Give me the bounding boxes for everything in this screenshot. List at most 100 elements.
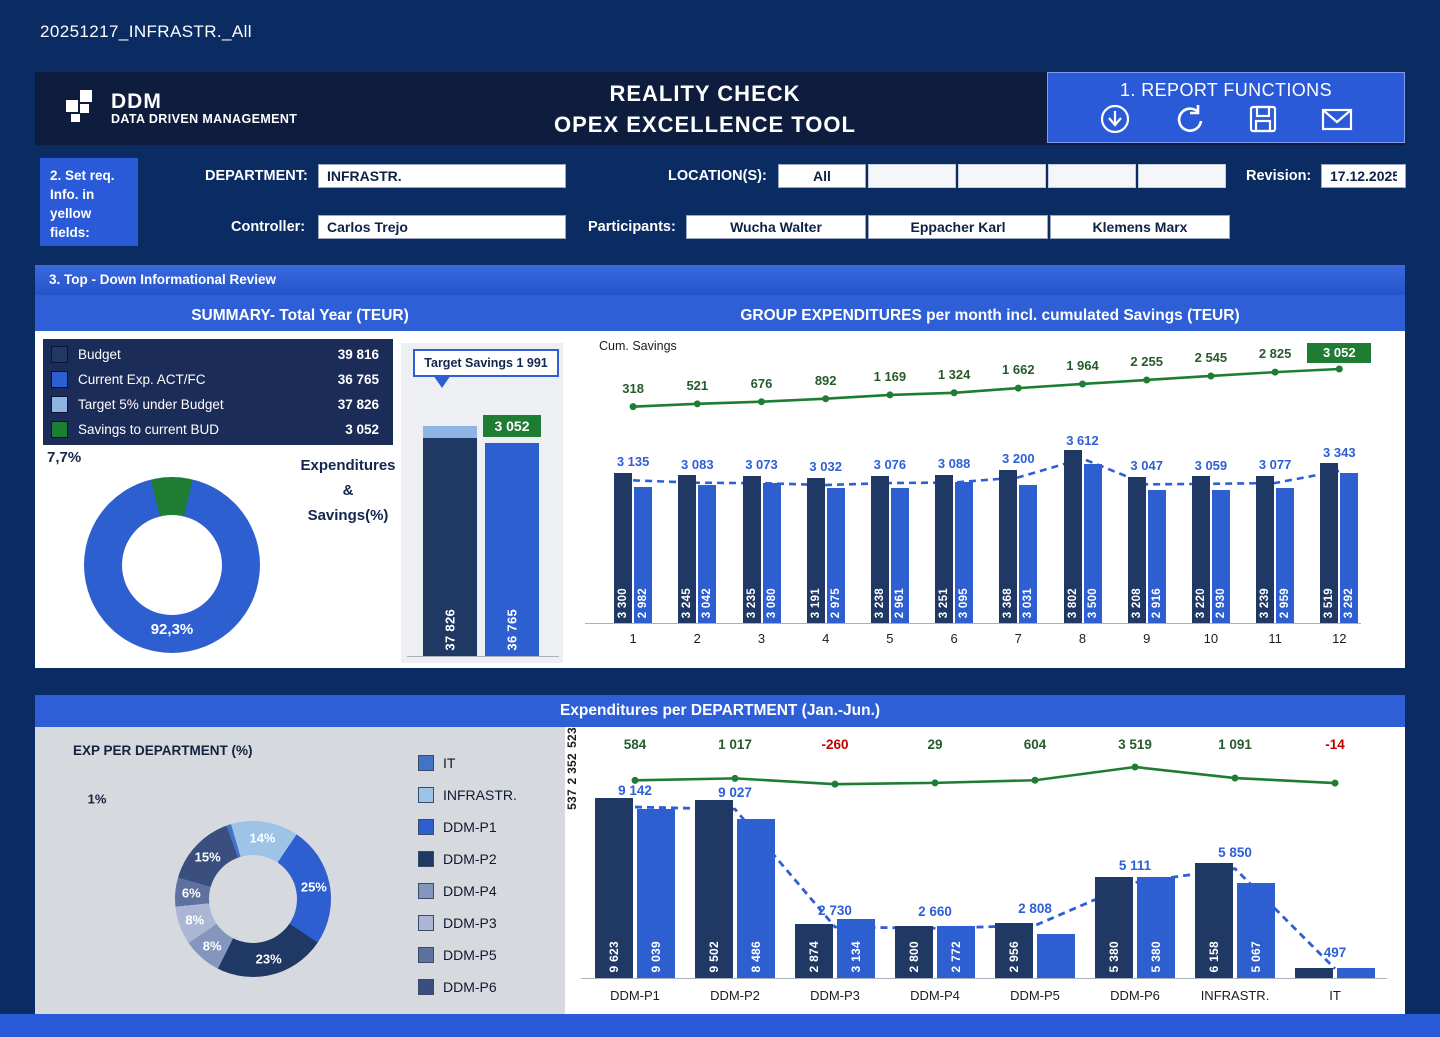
- bar-segment: 37 826: [423, 426, 477, 656]
- bar-segment: 6 158: [1195, 863, 1233, 978]
- logo-subtitle: DATA DRIVEN MANAGEMENT: [111, 111, 298, 126]
- email-button[interactable]: [1317, 103, 1357, 139]
- save-icon: [1246, 102, 1280, 141]
- chart-lines: [629, 365, 1343, 487]
- target-value-label: 3 076: [873, 457, 907, 473]
- participant-field-1[interactable]: [686, 215, 866, 239]
- target-savings-callout-pointer: [433, 375, 451, 397]
- bar-value-label: 3 208: [1130, 587, 1143, 618]
- bar-value-label: 2 982: [637, 587, 650, 618]
- bar-value-label: 3 095: [958, 587, 971, 618]
- controller-field[interactable]: [318, 215, 566, 239]
- location-field-5[interactable]: [1138, 164, 1226, 188]
- bar-value-label: 3 251: [938, 587, 951, 618]
- month-axis-label: 2: [693, 631, 701, 646]
- summary-row-label: Savings to current BUD: [78, 422, 220, 437]
- expenditures-percent-label: 92,3%: [150, 621, 194, 638]
- pie-percent-label: 8%: [202, 938, 222, 954]
- cum-savings-value-label: 521: [686, 377, 709, 393]
- bar-segment: 3 251: [935, 475, 954, 623]
- participant-field-3[interactable]: [1050, 215, 1230, 239]
- delta-value-label: -260: [821, 737, 849, 752]
- bar-value-label: 5 067: [1249, 941, 1263, 973]
- department-field[interactable]: [318, 164, 566, 188]
- revision-label: Revision:: [1246, 168, 1312, 184]
- cum-savings-value-label: 2 255: [1130, 353, 1163, 369]
- location-field-2[interactable]: [868, 164, 956, 188]
- bar-segment: 9 623: [595, 798, 633, 978]
- donut-hole: [209, 855, 297, 943]
- cum-savings-value-label: 2 825: [1258, 346, 1292, 362]
- app-title-line2: OPEX EXCELLENCE TOOL: [554, 112, 856, 137]
- delta-value-label: 3 519: [1118, 737, 1152, 752]
- bar-value-label: 3 042: [701, 587, 714, 618]
- bar-value-label: 3 519: [1323, 587, 1336, 618]
- bar-value-label: 537: [565, 789, 579, 811]
- report-functions-label: 1. REPORT FUNCTIONS: [1120, 80, 1332, 100]
- department-share-panel: EXP PER DEPARTMENT (%) IT INFRASTR. DDM-P1…: [35, 727, 565, 1015]
- undo-button[interactable]: [1169, 103, 1209, 139]
- bar-segment: 2 975: [826, 488, 845, 623]
- month-axis-label: 11: [1268, 631, 1282, 646]
- bar-cap: [423, 426, 477, 438]
- participant-field-2[interactable]: [868, 215, 1048, 239]
- summary-row-value: 37 826: [337, 397, 379, 412]
- bar-value-label: 2 800: [907, 941, 921, 973]
- bar-segment: 5 380: [1095, 877, 1133, 978]
- bar-segment: 3 080: [762, 483, 781, 623]
- participants-label: Participants:: [588, 219, 676, 235]
- summary-title: SUMMARY- Total Year (TEUR): [191, 307, 409, 324]
- month-axis-label: 1: [629, 631, 637, 646]
- target-value-label: 3 073: [745, 457, 778, 473]
- bar-value-label: 3 500: [1086, 587, 1099, 618]
- bar-value-label: 8 486: [749, 941, 763, 973]
- section3-body: Budget 39 816 Current Exp. ACT/FC 36 765 Tar…: [35, 331, 1405, 668]
- app-title: REALITY CHECK OPEX EXCELLENCE TOOL: [365, 78, 1045, 140]
- dashed-value-label: 9 027: [718, 785, 752, 801]
- pie-percent-label: 8%: [185, 912, 205, 928]
- bar-segment: 3 208: [1127, 477, 1146, 623]
- department-expenditures-panel: Expenditures per DEPARTMENT (Jan.-Jun.) …: [35, 695, 1405, 1015]
- cum-savings-value-label: 3 052: [1307, 343, 1372, 363]
- dashed-value-label: 9 142: [618, 783, 652, 799]
- bar-value-label: 3 300: [617, 587, 630, 618]
- location-field-1[interactable]: [778, 164, 866, 188]
- legend-swatch: [418, 819, 434, 835]
- bar-value-label: 2 956: [1007, 941, 1021, 973]
- location-field-4[interactable]: [1048, 164, 1136, 188]
- target-value-label: 3 343: [1323, 444, 1356, 460]
- bar-segment: 8 486: [737, 819, 775, 978]
- download-icon: [1098, 102, 1132, 141]
- delta-value-label: 1 017: [718, 737, 752, 752]
- delta-value-label: -14: [1325, 737, 1345, 752]
- month-axis-label: 4: [822, 631, 830, 646]
- cum-savings-value-label: 892: [814, 372, 837, 388]
- locations-label: LOCATION(S):: [668, 168, 767, 184]
- bottom-scroll-strip[interactable]: [0, 1014, 1440, 1037]
- legend-swatch: [51, 346, 68, 363]
- target-value-label: 3 077: [1258, 456, 1292, 472]
- dept-donut-title: EXP PER DEPARTMENT (%): [73, 743, 253, 758]
- bar-segment: 5 380: [1137, 877, 1175, 978]
- bar-value-label: 9 039: [649, 941, 663, 973]
- download-button[interactable]: [1095, 103, 1135, 139]
- legend-swatch: [418, 947, 434, 963]
- app-title-line1: REALITY CHECK: [609, 81, 801, 106]
- bar-segment: 9 502: [695, 800, 733, 978]
- revision-field[interactable]: [1321, 164, 1406, 188]
- summary-table-row: Current Exp. ACT/FC 36 765: [43, 367, 393, 392]
- controller-label: Controller:: [231, 219, 306, 235]
- top-down-review-panel: 3. Top - Down Informational Review SUMMA…: [35, 265, 1405, 668]
- target-value-label: 3 032: [809, 459, 842, 475]
- month-axis-label: 3: [757, 631, 766, 646]
- cum-savings-value-label: 676: [750, 375, 773, 391]
- summary-row-label: Current Exp. ACT/FC: [78, 372, 206, 387]
- location-field-3[interactable]: [958, 164, 1046, 188]
- bar-value-label: 36 765: [504, 609, 520, 651]
- target-value-label: 3 612: [1066, 432, 1099, 448]
- logo-title: DDM: [111, 89, 162, 113]
- legend-item: DDM-P2: [418, 843, 517, 875]
- month-axis-label: 5: [886, 631, 894, 646]
- cum-savings-value-label: 1 169: [873, 368, 907, 384]
- save-button[interactable]: [1243, 103, 1283, 139]
